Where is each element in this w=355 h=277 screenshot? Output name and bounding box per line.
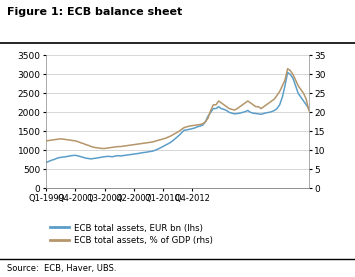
- ECB total assets, % of GDP (rhs): [108, 146, 112, 149]
- Legend: ECB total assets, EUR bn (lhs), ECB total assets, % of GDP (rhs): ECB total assets, EUR bn (lhs), ECB tota…: [50, 224, 213, 245]
- ECB total assets, % of GDP (rhs): [182, 126, 186, 129]
- ECB total assets, % of GDP (rhs): [100, 147, 104, 150]
- ECB total assets, EUR bn (lhs): [296, 92, 300, 95]
- ECB total assets, % of GDP (rhs): [203, 120, 207, 124]
- ECB total assets, EUR bn (lhs): [201, 124, 205, 127]
- ECB total assets, EUR bn (lhs): [94, 157, 99, 160]
- Text: Figure 1: ECB balance sheet: Figure 1: ECB balance sheet: [7, 7, 182, 17]
- ECB total assets, % of GDP (rhs): [299, 88, 303, 91]
- ECB total assets, EUR bn (lhs): [105, 155, 109, 158]
- Line: ECB total assets, EUR bn (lhs): ECB total assets, EUR bn (lhs): [46, 73, 309, 163]
- ECB total assets, EUR bn (lhs): [288, 73, 293, 76]
- ECB total assets, % of GDP (rhs): [94, 146, 99, 149]
- ECB total assets, % of GDP (rhs): [307, 109, 311, 112]
- ECB total assets, % of GDP (rhs): [44, 139, 48, 143]
- ECB total assets, EUR bn (lhs): [179, 131, 184, 135]
- ECB total assets, % of GDP (rhs): [291, 73, 295, 76]
- ECB total assets, % of GDP (rhs): [285, 67, 290, 70]
- Line: ECB total assets, % of GDP (rhs): ECB total assets, % of GDP (rhs): [46, 69, 309, 148]
- ECB total assets, EUR bn (lhs): [285, 71, 290, 74]
- ECB total assets, EUR bn (lhs): [307, 107, 311, 110]
- Text: Source:  ECB, Haver, UBS.: Source: ECB, Haver, UBS.: [7, 264, 116, 273]
- ECB total assets, EUR bn (lhs): [44, 161, 48, 164]
